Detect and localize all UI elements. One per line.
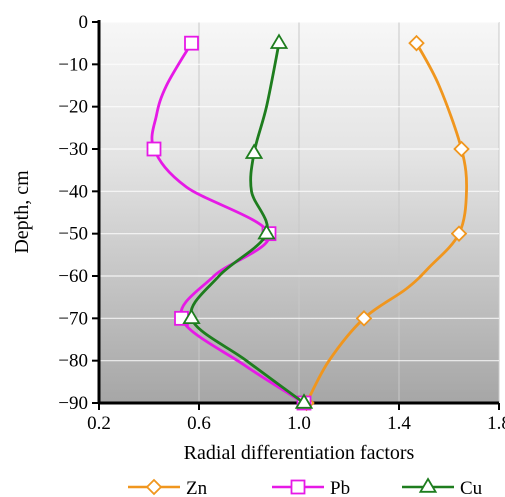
x-tick-label: 1.0 [287,413,311,434]
y-tick-label: −50 [58,224,88,245]
legend-marker-cu [418,477,438,493]
series-line-zn [305,42,468,404]
data-point-zn [355,310,373,327]
data-point-pb [184,35,199,51]
y-axis-title: Depth, cm [11,170,33,254]
x-tick-label: 0.6 [187,413,211,434]
grid [99,21,500,403]
data-point-cu [244,143,264,159]
y-tick-label: −30 [58,139,88,160]
series-group [146,33,470,412]
data-point-pb [146,141,162,157]
data-point-cu [257,223,276,240]
tick-labels: 0 −10 −20 −30 −40 −50 −60 −70 −80 −900.2 0.6 1.0 1.4… [58,12,505,434]
legend-label-zn: Zn [186,478,208,497]
data-point-zn [453,140,470,158]
legend-marker-pb [290,479,306,495]
y-tick-label: −70 [58,308,88,329]
series-line-pb [150,42,305,405]
data-point-zn [450,225,468,242]
data-point-cu [182,308,201,325]
x-tick-label: 1.8 [487,413,505,434]
legend-item-cu: Cu [402,477,483,497]
x-tick-label: 0.2 [87,413,111,434]
x-axis-title: Radial differentiation factors [184,442,415,464]
data-point-cu [294,393,314,409]
legend-item-pb: Pb [272,478,350,497]
y-tick-label: −40 [58,181,88,202]
data-point-cu [269,33,289,49]
legend-marker-zn [145,478,163,496]
legend: Zn Pb Cu [128,477,483,497]
legend-label-pb: Pb [330,478,350,497]
series-cu [182,33,314,409]
y-tick-label: −10 [58,54,88,75]
y-tick-label: −60 [58,266,88,287]
legend-label-cu: Cu [460,478,483,497]
legend-item-zn: Zn [128,478,208,497]
y-tick-label: −20 [58,97,88,118]
x-tick-label: 1.4 [387,413,411,434]
y-tick-label: −90 [58,393,88,414]
y-tick-label: 0 [79,12,89,33]
data-point-zn [408,34,425,52]
y-tick-label: −80 [58,351,88,372]
